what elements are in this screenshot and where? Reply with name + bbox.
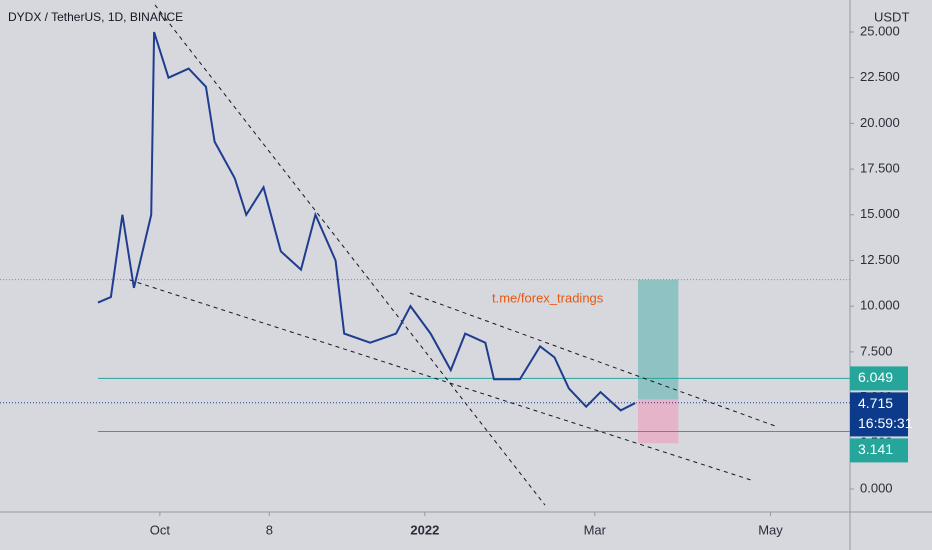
level-label: 6.049 [858,369,893,385]
level-label: 4.715 [858,395,893,411]
countdown: 16:59:31 [858,415,913,431]
trendline [409,292,775,427]
y-tick-label: 15.000 [860,206,900,221]
profit-zone [638,279,679,400]
axis-unit: USDT [874,9,909,24]
y-tick-label: 0.000 [860,480,893,495]
x-tick-label: 8 [266,522,273,537]
level-label-box [850,438,908,463]
loss-zone [638,399,679,444]
x-tick-label: Mar [584,522,607,537]
x-tick-label: May [758,522,783,537]
y-tick-label: 12.500 [860,252,900,267]
trendline [154,4,546,506]
annotation: t.me/forex_tradings [492,290,604,305]
x-tick-label: Oct [150,522,171,537]
y-tick-label: 25.000 [860,23,900,38]
x-tick-label: 2022 [410,522,439,537]
y-tick-label: 17.500 [860,161,900,176]
level-label-box [850,366,908,391]
level-label-box [850,392,908,437]
y-tick-label: 22.500 [860,69,900,84]
level-label: 3.141 [858,441,893,457]
price-line [97,31,636,412]
chart-title: DYDX / TetherUS, 1D, BINANCE [8,10,183,24]
y-tick-label: 7.500 [860,343,893,358]
y-tick-label: 20.000 [860,115,900,130]
y-tick-label: 10.000 [860,298,900,313]
